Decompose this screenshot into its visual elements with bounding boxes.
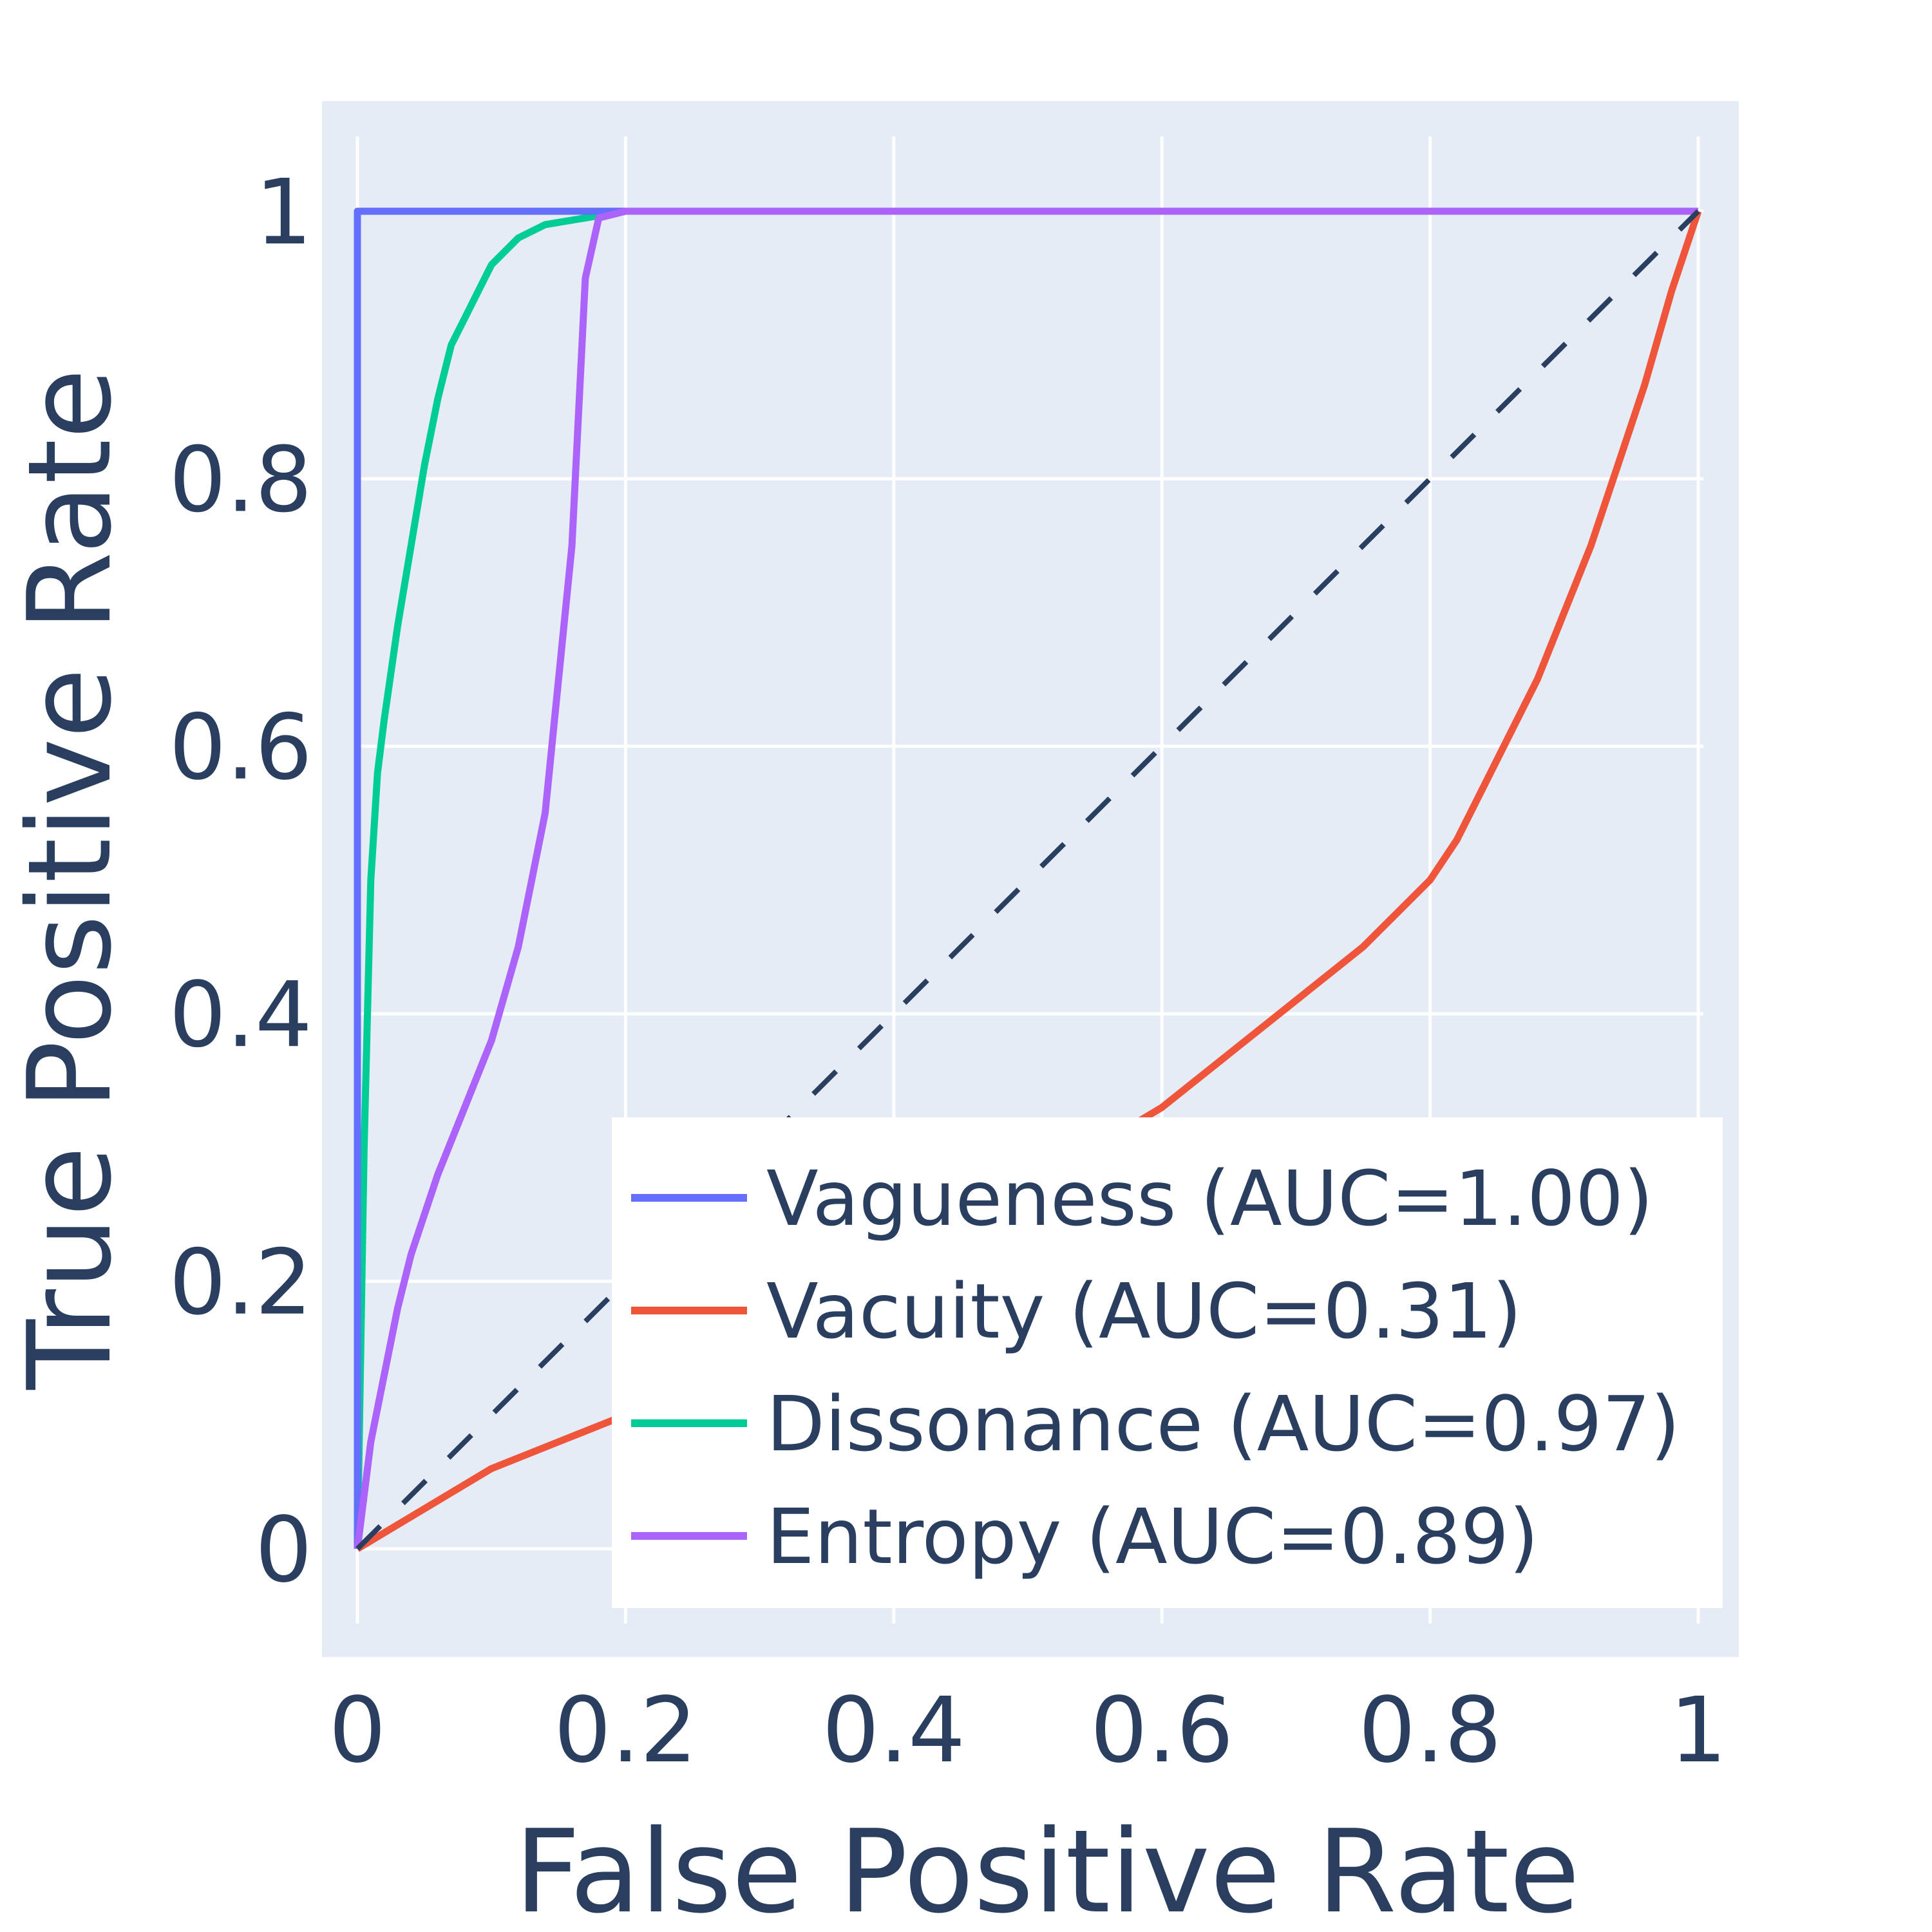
legend-label: Vagueness (AUC=1.00) (766, 1154, 1653, 1243)
legend-label: Vacuity (AUC=0.31) (766, 1267, 1522, 1356)
series-line-dissonance (354, 207, 1698, 1549)
y-tick-label: 1 (255, 160, 312, 265)
legend-items: Vagueness (AUC=1.00) Vacuity (AUC=0.31) Di… (631, 1154, 1680, 1581)
x-tick-label: 0 (328, 1678, 386, 1783)
x-tick-label: 0.8 (1358, 1678, 1502, 1783)
x-tick-label: 0.6 (1090, 1678, 1234, 1783)
x-tick-label: 1 (1669, 1678, 1727, 1783)
y-axis-title: True Positive Rate (3, 368, 137, 1390)
x-tick-label: 0.2 (554, 1678, 697, 1783)
series-lines (354, 207, 1702, 1552)
legend-label: Dissonance (AUC=0.97) (766, 1379, 1680, 1468)
series-line-entropy (354, 207, 1698, 1549)
tick-labels: 0 0.2 0.4 0.6 0.8 1 0 0.2 0.4 0.6 0.8 1 (169, 160, 1727, 1783)
grid (355, 137, 1703, 1624)
x-axis-title: False Positive Rate (515, 1805, 1580, 1932)
legend-label: Entropy (AUC=0.89) (766, 1492, 1539, 1581)
y-tick-label: 0 (255, 1498, 312, 1603)
legend: Vagueness (AUC=1.00) Vacuity (AUC=0.31) Di… (612, 1117, 1723, 1608)
x-tick-label: 0.4 (822, 1678, 965, 1783)
y-tick-label: 0.6 (169, 696, 312, 800)
y-tick-label: 0.2 (169, 1231, 312, 1336)
y-tick-label: 0.4 (169, 963, 312, 1068)
legend-box (612, 1117, 1723, 1608)
y-tick-label: 0.8 (169, 428, 312, 533)
